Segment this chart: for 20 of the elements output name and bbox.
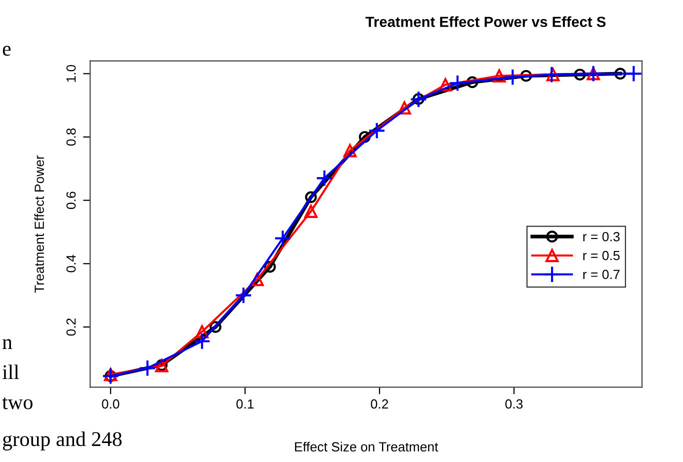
x-tick-label: 0.3: [505, 399, 523, 409]
y-tick-label: 0.8: [66, 128, 76, 146]
text: group and 248: [2, 432, 122, 450]
text: two: [2, 397, 33, 410]
chart-title: Treatment Effect Power vs Effect S: [366, 16, 606, 28]
legend-label: r = 0.3: [583, 232, 620, 242]
y-axis-title: Treatment Effect Power: [34, 155, 44, 293]
legend-label: r = 0.5: [583, 250, 620, 260]
legend-label: r = 0.7: [583, 270, 620, 280]
text: e: [2, 46, 11, 56]
y-tick-label: 1.0: [66, 64, 76, 82]
y-tick-label: 0.4: [66, 254, 76, 272]
text: ill: [2, 364, 19, 380]
x-tick-label: 0.0: [102, 399, 120, 409]
text: n: [2, 339, 12, 349]
x-axis-title: Effect Size on Treatment: [295, 442, 438, 452]
x-tick-label: 0.2: [370, 399, 388, 409]
y-tick-label: 0.6: [66, 192, 76, 209]
y-tick-label: 0.2: [66, 318, 76, 336]
x-tick-label: 0.1: [236, 399, 254, 409]
